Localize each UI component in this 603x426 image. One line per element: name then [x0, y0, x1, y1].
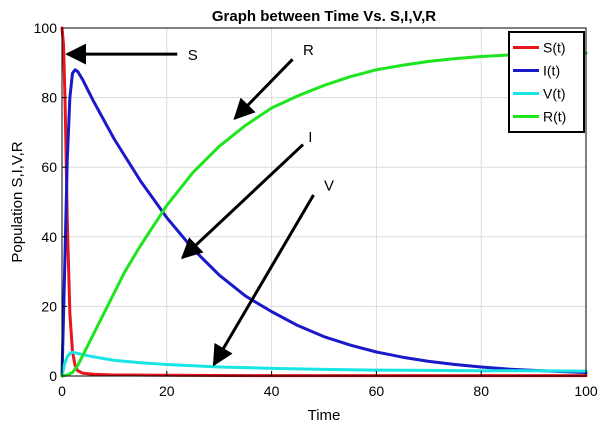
x-axis-label: Time: [308, 407, 341, 424]
annotation-label-i: I: [308, 129, 312, 146]
legend-label-vt: V(t): [543, 86, 566, 102]
y-tick-label: 100: [34, 20, 58, 36]
legend-label-rt: R(t): [543, 109, 566, 125]
annotation-label-v: V: [324, 178, 334, 195]
x-tick-label: 100: [574, 383, 598, 399]
y-tick-label: 60: [41, 159, 57, 175]
x-tick-label: 60: [369, 383, 385, 399]
legend-label-it: I(t): [543, 63, 560, 79]
x-tick-label: 80: [473, 383, 489, 399]
legend-label-st: S(t): [543, 40, 566, 56]
y-axis-label: Population S,I,V,R: [9, 141, 26, 262]
x-tick-label: 20: [159, 383, 175, 399]
legend: S(t) I(t) V(t) R(t): [509, 32, 584, 132]
annotation-label-s: S: [188, 47, 198, 64]
x-tick-label: 0: [58, 383, 66, 399]
plot-background: [62, 28, 586, 376]
annotation-label-r: R: [303, 42, 314, 59]
y-tick-label: 0: [49, 368, 57, 384]
x-tick-label: 40: [264, 383, 280, 399]
y-tick-label: 40: [41, 229, 57, 245]
y-tick-label: 80: [41, 90, 57, 106]
chart-title: Graph between Time Vs. S,I,V,R: [212, 8, 436, 25]
y-tick-label: 20: [41, 298, 57, 314]
